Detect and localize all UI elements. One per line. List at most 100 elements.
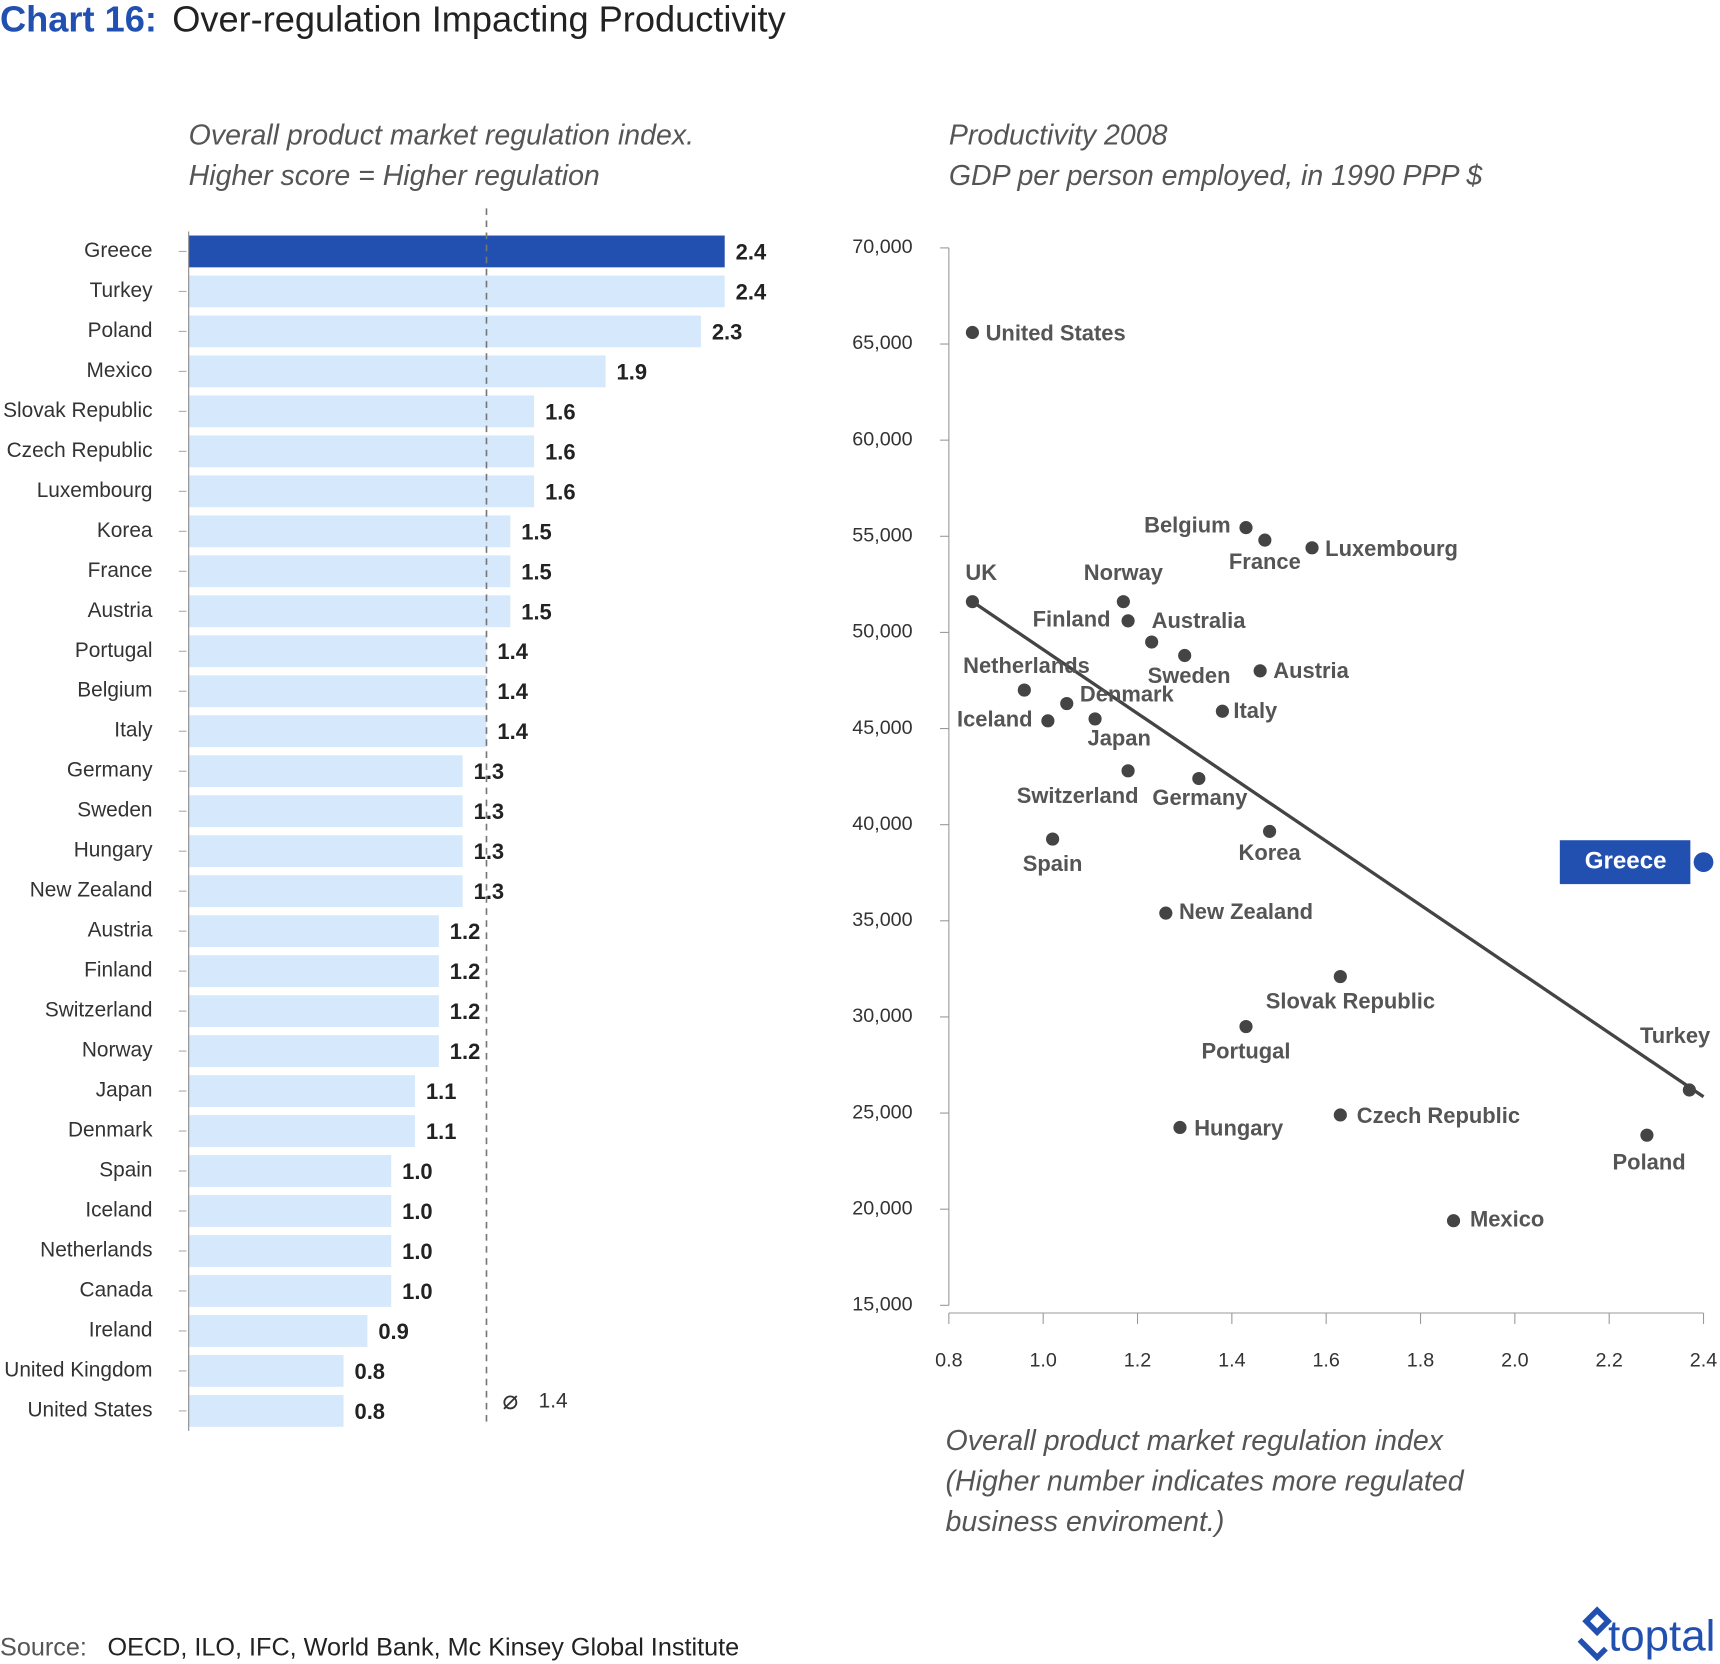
point [1046, 832, 1060, 846]
bar [188, 1395, 344, 1427]
category-label: Italy [114, 719, 153, 742]
category-label: Canada [80, 1278, 153, 1301]
category-label: Turkey [90, 279, 153, 302]
value-label: 1.0 [402, 1239, 432, 1264]
category-label: Luxembourg [37, 479, 153, 502]
bar [188, 635, 487, 668]
x-tick-label: 1.4 [1218, 1349, 1245, 1371]
value-label: 1.3 [474, 799, 504, 824]
point-label: Portugal [1202, 1039, 1291, 1064]
point-label: UK [965, 560, 997, 585]
x-tick-label: 2.4 [1690, 1349, 1717, 1371]
x-tick-label: 1.6 [1312, 1349, 1339, 1371]
bar [188, 435, 535, 468]
bar [188, 955, 439, 988]
point [1263, 824, 1277, 838]
bar [188, 915, 439, 948]
point [1253, 664, 1267, 678]
point-label: Netherlands [963, 653, 1090, 678]
category-label: Netherlands [40, 1238, 152, 1261]
chart-title: Over-regulation Impacting Productivity [172, 0, 786, 40]
category-label: Spain [99, 1159, 152, 1182]
point-label: Sweden [1148, 663, 1231, 688]
category-label: Norway [82, 1039, 153, 1062]
highlight-box [1559, 840, 1691, 885]
value-label: 1.5 [521, 559, 551, 584]
point-label: Spain [1023, 851, 1083, 876]
bar [188, 1035, 439, 1067]
point [1017, 683, 1031, 697]
bar [188, 235, 725, 268]
value-label: 1.9 [617, 359, 647, 384]
y-tick-label: 50,000 [852, 621, 912, 643]
bar [188, 315, 701, 348]
y-tick-label: 70,000 [852, 236, 912, 258]
category-label: Denmark [68, 1119, 153, 1142]
category-label: Korea [97, 519, 153, 542]
point-label: Italy [1233, 698, 1278, 723]
point [965, 325, 980, 340]
bar [188, 675, 487, 708]
x-tick-label: 1.0 [1029, 1349, 1056, 1371]
point-label: Turkey [1640, 1023, 1711, 1048]
category-label: Mexico [87, 359, 153, 382]
y-tick-label: 40,000 [852, 813, 912, 835]
value-label: 0.9 [378, 1319, 408, 1344]
point [1192, 771, 1206, 786]
point-label: New Zealand [1179, 899, 1313, 924]
point [965, 595, 980, 609]
bar [188, 1075, 416, 1107]
category-label: Ireland [89, 1318, 153, 1341]
point [1121, 614, 1135, 628]
point-label: Slovak Republic [1266, 989, 1435, 1014]
source-label: Source: [0, 1633, 87, 1661]
y-tick-label: 25,000 [852, 1101, 912, 1123]
point-label: France [1229, 549, 1301, 574]
subtitle: Higher score = Higher regulation [189, 160, 600, 192]
value-label: 1.1 [426, 1079, 456, 1104]
bar [188, 1355, 344, 1387]
y-tick-label: 65,000 [852, 332, 912, 354]
y-tick-label: 20,000 [852, 1197, 912, 1219]
subtitle: Productivity 2008 [949, 120, 1168, 152]
value-label: 2.4 [736, 279, 767, 304]
category-label: Belgium [77, 679, 152, 702]
point-label: Australia [1152, 608, 1247, 633]
y-tick-label: 55,000 [852, 525, 912, 547]
point-label: United States [986, 320, 1126, 345]
category-label: Austria [88, 919, 153, 942]
value-label: 1.0 [402, 1199, 432, 1224]
point-label: Austria [1273, 658, 1349, 683]
y-tick-label: 30,000 [852, 1005, 912, 1027]
point-label: Finland [1033, 607, 1111, 632]
x-tick-label: 0.8 [935, 1349, 962, 1371]
point-label: Belgium [1144, 512, 1230, 537]
y-tick-label: 15,000 [852, 1294, 912, 1316]
subtitle: Overall product market regulation index. [189, 120, 694, 152]
bar [188, 355, 606, 388]
bar [188, 835, 463, 868]
point [1178, 648, 1192, 663]
point [1088, 712, 1102, 726]
point [1239, 1019, 1253, 1034]
average-symbol: ⌀ [502, 1385, 518, 1415]
value-label: 1.5 [521, 599, 551, 624]
point-label: Iceland [957, 707, 1033, 732]
x-tick-label: 1.2 [1124, 1349, 1151, 1371]
point [1116, 595, 1130, 609]
subtitle: GDP per person employed, in 1990 PPP $ [949, 160, 1484, 192]
bar [188, 1275, 392, 1307]
value-label: 1.4 [497, 719, 528, 744]
point-label: Greece [1585, 848, 1667, 875]
category-label: United States [27, 1398, 152, 1421]
bar [188, 1315, 368, 1347]
y-tick-label: 45,000 [852, 717, 912, 739]
logo-icon [1577, 1606, 1612, 1662]
category-label: Japan [96, 1079, 153, 1102]
category-label: Iceland [85, 1199, 152, 1222]
bar [188, 715, 487, 748]
point [1640, 1128, 1654, 1142]
x-tick-label: 2.0 [1501, 1349, 1528, 1371]
category-label: Sweden [77, 799, 152, 822]
